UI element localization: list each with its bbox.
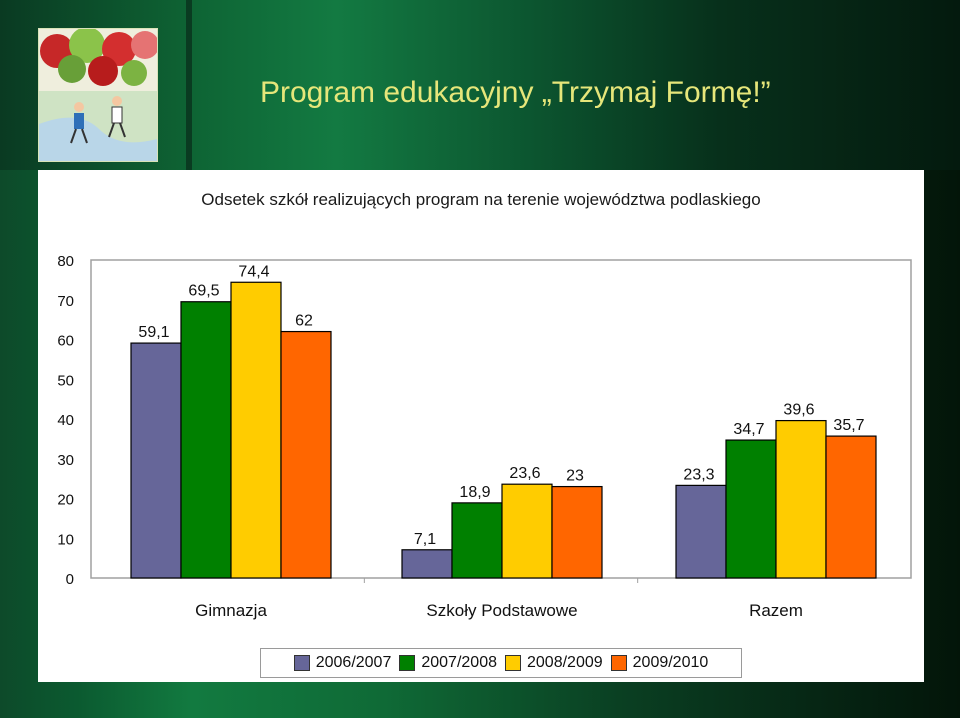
header-band <box>0 0 960 170</box>
legend-swatch <box>399 655 416 671</box>
legend-swatch <box>293 655 310 671</box>
legend-item: 2008/2009 <box>505 654 603 672</box>
bar <box>551 485 603 579</box>
chart-panel: Odsetek szkół realizujących program na t… <box>38 170 924 682</box>
data-label: 23,3 <box>683 466 714 483</box>
bar-chart: 0 10 20 30 40 50 60 70 80 59,1 69,5 74,4 62 Gimnazja 7… <box>57 253 912 620</box>
bar <box>130 342 182 579</box>
legend-item: 2007/2008 <box>399 654 497 672</box>
bar <box>825 435 877 579</box>
header-divider <box>186 0 192 170</box>
data-label: 7,1 <box>414 531 436 548</box>
data-label: 23,6 <box>509 465 540 482</box>
y-tick-label: 40 <box>57 412 74 429</box>
data-label: 62 <box>295 313 313 330</box>
data-label: 59,1 <box>138 324 169 341</box>
legend-swatch <box>505 655 521 671</box>
x-category-label: Razem <box>749 601 803 620</box>
data-label: 34,7 <box>733 421 764 438</box>
data-label: 35,7 <box>833 417 864 434</box>
y-tick-label: 20 <box>57 492 74 509</box>
legend-label: 2006/2007 <box>315 654 392 671</box>
data-label: 23 <box>566 468 584 485</box>
chart-title: Odsetek szkół realizujących program na t… <box>201 190 761 209</box>
legend-label: 2007/2008 <box>421 654 497 671</box>
data-label: 39,6 <box>783 402 814 419</box>
chart-legend: 2006/2007 2007/2008 2008/2009 2009/2010 <box>260 648 742 678</box>
page-title: Program edukacyjny „Trzymaj Formę!” <box>260 76 771 109</box>
data-label: 69,5 <box>188 283 219 300</box>
y-tick-label: 30 <box>57 452 74 469</box>
legend-label: 2008/2009 <box>527 654 603 671</box>
bar <box>725 439 777 579</box>
data-label: 18,9 <box>459 484 490 501</box>
y-tick-label: 50 <box>57 372 74 389</box>
legend-swatch <box>610 655 627 671</box>
legend-item: 2009/2010 <box>610 654 709 672</box>
bar <box>775 419 827 579</box>
bar <box>230 281 282 579</box>
y-tick-label: 0 <box>66 571 74 588</box>
bar <box>675 484 727 579</box>
y-tick-label: 80 <box>57 253 74 270</box>
bar <box>401 549 453 579</box>
legend-item: 2006/2007 <box>293 654 392 672</box>
bar <box>280 330 332 579</box>
y-tick-label: 60 <box>57 333 74 350</box>
bar <box>180 301 232 579</box>
legend-label: 2009/2010 <box>632 654 709 671</box>
y-tick-label: 70 <box>57 293 74 310</box>
x-category-label: Szkoły Podstawowe <box>426 601 577 620</box>
bar <box>501 483 553 579</box>
data-label: 74,4 <box>238 263 269 280</box>
bar <box>451 502 503 579</box>
header-illustration <box>38 28 158 162</box>
y-tick-label: 10 <box>57 531 74 548</box>
x-category-label: Gimnazja <box>195 601 267 620</box>
